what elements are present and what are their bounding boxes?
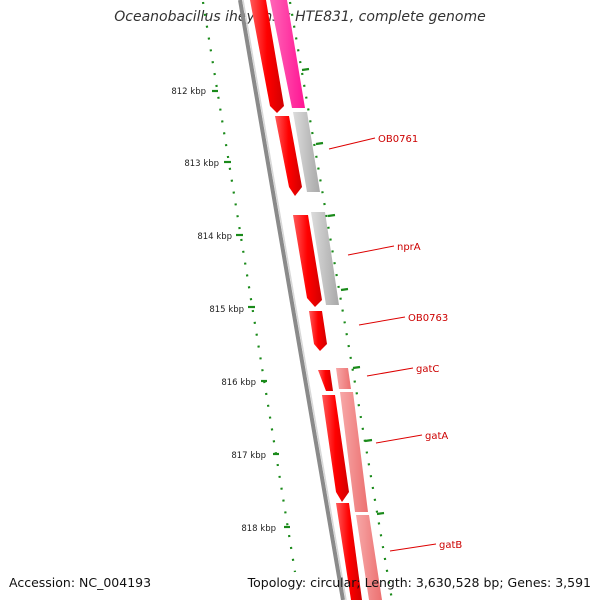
feature-salmon-1 xyxy=(336,368,351,389)
gene-label-gatA: gatA xyxy=(425,431,448,442)
cds-arrow-5 xyxy=(318,370,333,391)
outer-major-ticks xyxy=(301,67,385,516)
gene-label-gatB: gatB xyxy=(439,540,462,551)
gene-labels: OB0761 nprA OB0763 gatC gatA gatB xyxy=(378,134,462,551)
scale-labels: 812 kbp 813 kbp 814 kbp 815 kbp 816 kbp … xyxy=(171,87,276,534)
feature-gray-2 xyxy=(311,212,339,305)
cds-arrow-4 xyxy=(309,311,327,351)
cds-arrow-7 xyxy=(336,503,362,600)
genome-backbone xyxy=(238,0,345,600)
gene-label-nprA: nprA xyxy=(397,242,421,253)
genome-summary-text: Topology: circular; Length: 3,630,528 bp… xyxy=(247,575,591,590)
gene-label-gatC: gatC xyxy=(416,364,439,375)
leader-OB0763 xyxy=(358,316,406,326)
major-ticks xyxy=(212,89,290,529)
genome-backbone-highlight xyxy=(242,0,347,600)
kbp-label-814: 814 kbp xyxy=(197,232,232,242)
kbp-label-812: 812 kbp xyxy=(171,87,206,97)
cds-arrow-3 xyxy=(293,215,322,307)
cds-arrow-6 xyxy=(322,395,349,502)
kbp-label-817: 817 kbp xyxy=(231,451,266,461)
kbp-label-816: 816 kbp xyxy=(221,378,256,388)
kbp-label-818: 818 kbp xyxy=(241,524,276,534)
feature-pink xyxy=(270,0,305,108)
outer-tick-ring xyxy=(288,1,394,600)
cds-arrow-1 xyxy=(250,0,284,113)
leader-gatB xyxy=(389,543,437,552)
cds-features xyxy=(250,0,362,600)
kbp-label-813: 813 kbp xyxy=(184,159,219,169)
minor-tick-ring xyxy=(201,1,297,573)
leader-nprA xyxy=(347,245,395,256)
label-leaders xyxy=(328,137,437,552)
cds-arrow-2 xyxy=(275,116,302,196)
gene-label-OB0763: OB0763 xyxy=(408,313,448,324)
kbp-label-815: 815 kbp xyxy=(209,305,244,315)
map-title: Oceanobacillus iheyensis HTE831, complet… xyxy=(114,9,486,25)
leader-gatA xyxy=(375,434,423,444)
feature-salmon-2 xyxy=(340,392,368,512)
secondary-features xyxy=(270,0,382,600)
leader-gatC xyxy=(366,367,414,377)
leader-OB0761 xyxy=(328,137,376,150)
feature-gray-1 xyxy=(293,112,320,192)
gene-label-OB0761: OB0761 xyxy=(378,134,418,145)
accession-text: Accession: NC_004193 xyxy=(9,575,152,590)
feature-salmon-3 xyxy=(356,515,382,600)
